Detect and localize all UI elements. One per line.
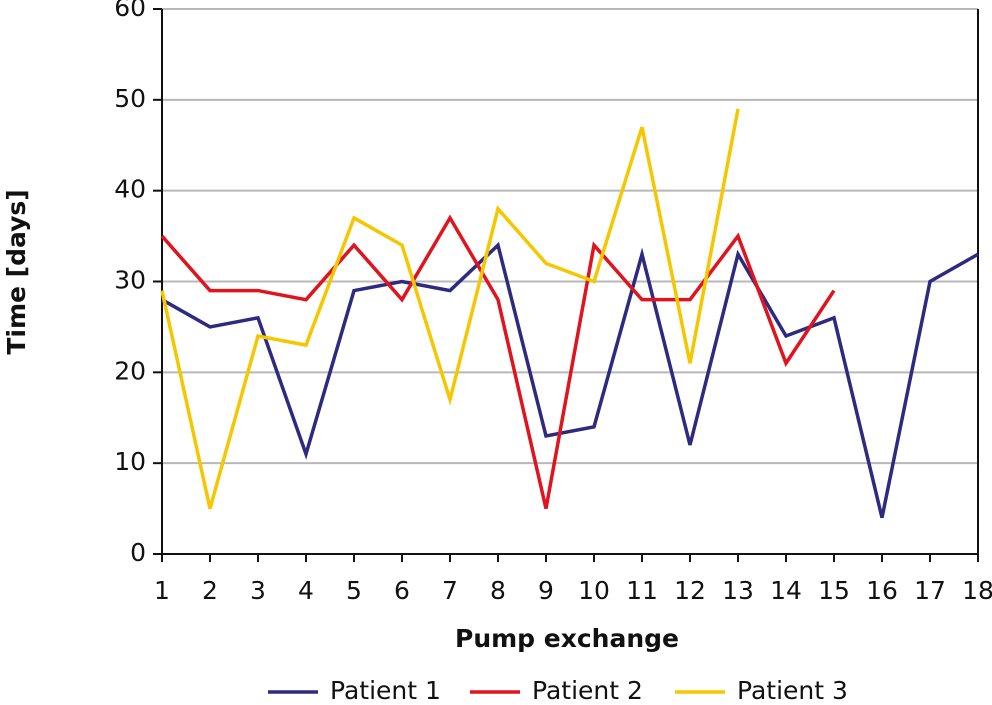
series-line xyxy=(161,241,979,519)
x-axis-title: Pump exchange xyxy=(455,624,679,653)
y-axis-title: Time [days] xyxy=(2,189,31,354)
x-tick-label: 9 xyxy=(538,576,554,605)
legend-label: Patient 1 xyxy=(330,676,441,705)
x-tick-label: 2 xyxy=(202,576,218,605)
legend-label: Patient 3 xyxy=(737,676,848,705)
x-tick-label: 12 xyxy=(674,576,706,605)
y-tick-label: 40 xyxy=(114,175,146,204)
x-tick-label: 10 xyxy=(578,576,610,605)
x-tick-label: 16 xyxy=(866,576,898,605)
x-tick-label: 13 xyxy=(722,576,754,605)
x-tick-label: 4 xyxy=(298,576,314,605)
series-line xyxy=(160,108,740,510)
x-tick-label: 5 xyxy=(346,576,362,605)
x-tick-label: 17 xyxy=(914,576,946,605)
y-tick-label: 0 xyxy=(130,538,146,567)
x-tick-label: 6 xyxy=(394,576,410,605)
x-tick-label: 8 xyxy=(490,576,506,605)
x-tick-label: 15 xyxy=(818,576,850,605)
x-tick-label: 3 xyxy=(250,576,266,605)
legend-label: Patient 2 xyxy=(532,676,643,705)
x-tick-label: 18 xyxy=(962,576,992,605)
x-tick-label: 14 xyxy=(770,576,802,605)
y-tick-label: 20 xyxy=(114,356,146,385)
x-tick-label: 7 xyxy=(442,576,458,605)
y-tick-label: 60 xyxy=(114,0,146,22)
x-tick-label: 11 xyxy=(626,576,658,605)
y-tick-label: 50 xyxy=(114,84,146,113)
y-tick-label: 30 xyxy=(114,266,146,295)
x-tick-label: 1 xyxy=(154,576,170,605)
y-tick-label: 10 xyxy=(114,447,146,476)
series-line xyxy=(160,214,836,509)
